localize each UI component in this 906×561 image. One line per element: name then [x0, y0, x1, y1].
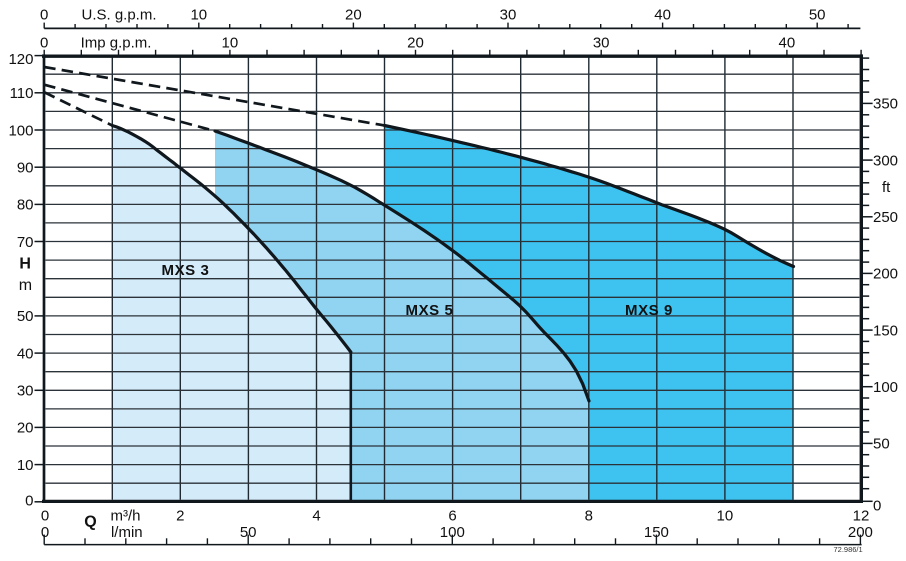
svg-text:MXS 5: MXS 5 [405, 302, 453, 319]
svg-text:l/min: l/min [111, 524, 143, 541]
svg-text:Imp g.p.m.: Imp g.p.m. [81, 34, 152, 51]
svg-text:20: 20 [345, 6, 362, 23]
svg-text:10: 10 [222, 34, 239, 51]
svg-text:0: 0 [873, 497, 881, 514]
svg-text:200: 200 [848, 524, 873, 541]
svg-text:0: 0 [40, 6, 48, 23]
svg-text:H: H [19, 256, 31, 273]
svg-text:10: 10 [17, 457, 34, 474]
svg-text:MXS 9: MXS 9 [625, 302, 673, 319]
svg-text:MXS 3: MXS 3 [161, 262, 209, 279]
svg-text:0: 0 [41, 507, 49, 524]
svg-text:110: 110 [10, 85, 34, 102]
svg-text:ft: ft [882, 179, 891, 196]
svg-text:0: 0 [25, 493, 33, 510]
svg-text:Q: Q [84, 514, 96, 531]
svg-text:100: 100 [873, 379, 898, 396]
svg-text:6: 6 [448, 507, 456, 524]
svg-text:72.986/1: 72.986/1 [833, 545, 862, 554]
svg-text:40: 40 [17, 345, 34, 362]
svg-text:150: 150 [644, 524, 669, 541]
svg-text:8: 8 [585, 507, 593, 524]
svg-text:50: 50 [17, 308, 34, 325]
svg-text:m³/h: m³/h [111, 507, 141, 524]
svg-text:10: 10 [717, 507, 734, 524]
svg-text:50: 50 [240, 524, 257, 541]
svg-text:20: 20 [407, 34, 424, 51]
svg-text:U.S. g.p.m.: U.S. g.p.m. [81, 6, 156, 23]
svg-text:200: 200 [873, 266, 898, 283]
svg-text:50: 50 [809, 6, 826, 23]
svg-text:0: 0 [41, 524, 49, 541]
svg-text:100: 100 [440, 524, 465, 541]
svg-text:40: 40 [779, 34, 796, 51]
svg-text:10: 10 [190, 6, 207, 23]
svg-text:150: 150 [873, 322, 898, 339]
svg-text:50: 50 [873, 436, 890, 453]
svg-text:30: 30 [593, 34, 610, 51]
svg-text:4: 4 [312, 507, 320, 524]
svg-text:120: 120 [8, 51, 33, 68]
svg-text:2: 2 [176, 507, 184, 524]
svg-text:350: 350 [873, 96, 898, 113]
svg-text:70: 70 [17, 234, 34, 251]
svg-text:40: 40 [654, 6, 671, 23]
svg-text:80: 80 [17, 197, 34, 214]
svg-text:0: 0 [40, 34, 48, 51]
svg-text:m: m [19, 277, 32, 294]
svg-text:20: 20 [17, 420, 34, 437]
svg-text:250: 250 [873, 209, 898, 226]
svg-text:90: 90 [17, 160, 34, 177]
svg-text:30: 30 [17, 383, 34, 400]
svg-text:30: 30 [500, 6, 517, 23]
svg-text:100: 100 [8, 122, 33, 139]
svg-text:300: 300 [873, 152, 898, 169]
svg-text:12: 12 [853, 507, 870, 524]
